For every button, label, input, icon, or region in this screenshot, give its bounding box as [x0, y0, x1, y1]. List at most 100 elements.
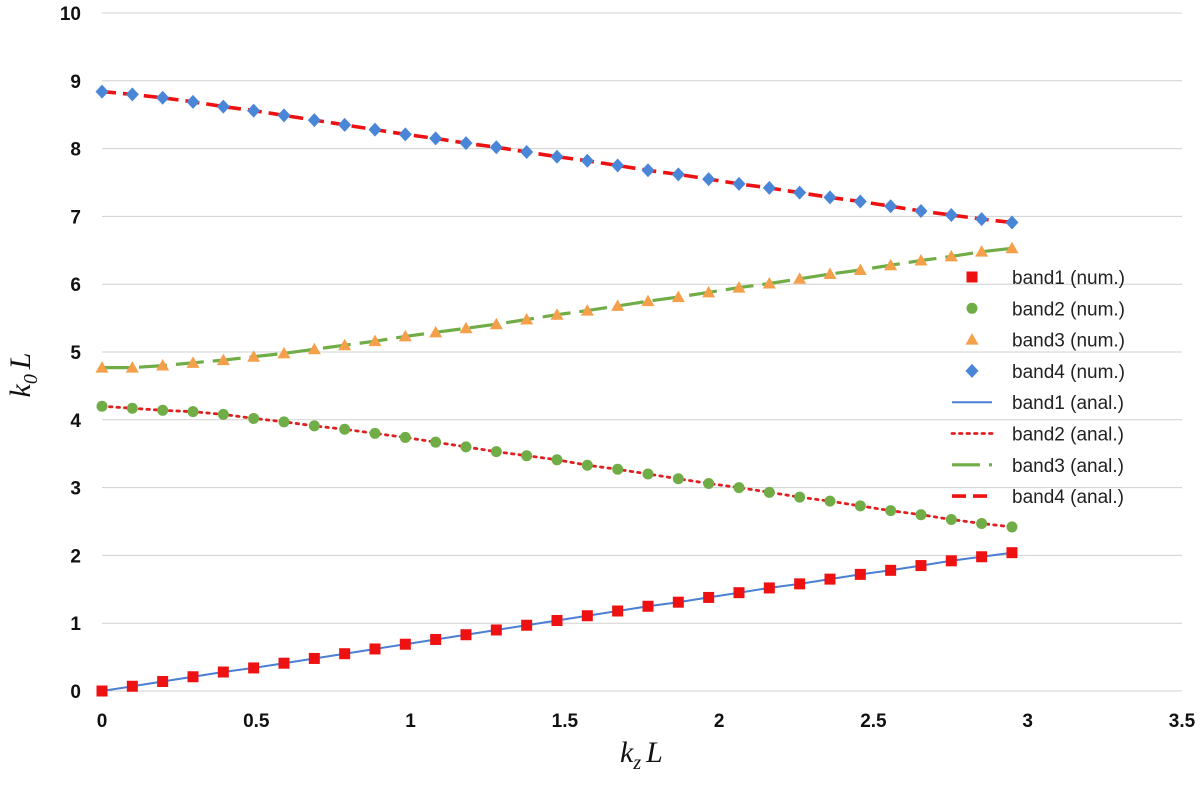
marker-band2-num	[945, 513, 957, 525]
marker-band4-num	[944, 208, 958, 223]
marker-band1-num	[824, 573, 836, 585]
legend-item: band2 (anal.)	[950, 425, 1124, 446]
marker-band4-num	[95, 84, 109, 99]
marker-band1-num	[96, 685, 108, 697]
marker-band4-num	[914, 203, 928, 218]
marker-band4-num	[489, 140, 503, 155]
y-tick-label: 2	[70, 546, 81, 567]
marker-band2-num	[794, 491, 806, 503]
marker-band3-num	[611, 299, 625, 311]
marker-band3-num	[338, 338, 352, 351]
marker-band1-num	[733, 587, 745, 599]
marker-band1-num	[551, 614, 563, 626]
legend-label: band2 (num.)	[1012, 299, 1125, 320]
marker-band4-num	[793, 185, 807, 200]
marker-band3-num	[853, 263, 867, 275]
legend-swatch-circle	[966, 302, 978, 314]
legend-item: band4 (num.)	[965, 362, 1125, 383]
marker-band1-num	[430, 633, 442, 645]
marker-band4-num	[550, 149, 564, 164]
legend-item: band3 (anal.)	[952, 456, 1124, 477]
y-tick-label: 3	[70, 479, 81, 500]
marker-band1-num	[187, 671, 199, 683]
marker-band3-num	[1005, 241, 1019, 254]
marker-band4-num	[338, 117, 352, 132]
marker-band4-num	[641, 163, 655, 178]
marker-band2-num	[96, 400, 108, 412]
marker-band1-num	[369, 643, 381, 655]
marker-band1-num	[703, 591, 715, 603]
marker-band1-num	[217, 666, 229, 678]
grid-lines	[102, 12, 1182, 692]
marker-band3-num	[732, 281, 746, 293]
marker-band2-num	[672, 473, 684, 485]
marker-band4-num	[307, 113, 321, 128]
marker-band3-num	[884, 258, 898, 271]
marker-band2-num	[157, 404, 169, 416]
legend: band1 (num.) band2 (num.) band3 (num.) band…	[950, 268, 1125, 508]
marker-band4-num	[520, 144, 534, 159]
marker-band4-num	[429, 131, 443, 146]
legend-label: band3 (anal.)	[1012, 456, 1124, 477]
marker-band3-num	[429, 325, 443, 338]
marker-band3-num	[580, 304, 594, 316]
marker-band3-num	[762, 277, 776, 289]
x-tick-label: 2.5	[860, 711, 887, 732]
marker-band1-num	[642, 600, 654, 612]
marker-band3-num	[550, 308, 564, 320]
marker-band4-num	[671, 167, 685, 182]
marker-band1-num	[460, 629, 472, 641]
y-tick-labels: 0 1 2 3 4 5 6 7 8 9 10	[60, 4, 82, 703]
analytic-curves	[100, 89, 1014, 692]
x-tick-label: 2	[714, 711, 725, 732]
marker-band1-num	[308, 652, 320, 664]
marker-band4-num	[216, 99, 230, 114]
marker-band1-num	[521, 619, 533, 631]
legend-label: band1 (anal.)	[1012, 393, 1124, 414]
y-tick-label: 4	[70, 411, 81, 432]
y-tick-label: 5	[70, 343, 81, 364]
marker-band1-num	[1006, 547, 1018, 559]
marker-band4-num	[853, 194, 867, 209]
marker-band2-num	[126, 402, 138, 414]
marker-band1-num	[339, 648, 351, 660]
marker-band3-num	[520, 312, 534, 325]
marker-band2-num	[490, 446, 502, 458]
marker-band3-num	[216, 353, 230, 366]
marker-band1-num	[248, 662, 260, 674]
x-tick-label: 0	[97, 711, 108, 732]
marker-band4-num	[398, 127, 412, 142]
legend-item: band3 (num.)	[965, 331, 1125, 352]
marker-band3-num	[944, 249, 958, 262]
y-tick-label: 9	[70, 72, 81, 93]
marker-band2-num	[612, 463, 624, 475]
marker-band2-num	[308, 420, 320, 432]
marker-band2-num	[824, 495, 836, 507]
marker-band2-num	[460, 441, 472, 453]
marker-band4-num	[156, 90, 170, 105]
marker-band3-num	[247, 350, 261, 362]
legend-item: band4 (anal.)	[952, 487, 1124, 508]
marker-band3-num	[671, 290, 685, 303]
marker-band4-num	[823, 190, 837, 205]
marker-band1-num	[672, 596, 684, 608]
marker-band2-num	[278, 416, 290, 428]
marker-band1-num	[945, 555, 957, 567]
marker-band4-num	[247, 103, 261, 118]
marker-band2-num	[399, 431, 411, 443]
legend-label: band4 (anal.)	[1012, 487, 1124, 508]
legend-swatch-triangle	[965, 333, 979, 345]
marker-band2-num	[1006, 521, 1018, 533]
marker-band2-num	[733, 482, 745, 494]
x-tick-label: 3.5	[1169, 711, 1196, 732]
marker-band3-num	[156, 359, 170, 371]
marker-band3-num	[641, 294, 655, 307]
marker-band3-num	[914, 253, 928, 266]
y-tick-label: 7	[70, 207, 81, 228]
marker-band2-num	[581, 459, 593, 471]
legend-item: band1 (num.)	[966, 268, 1125, 289]
marker-band2-num	[976, 518, 988, 530]
marker-band4-num	[762, 180, 776, 195]
marker-band1-num	[794, 578, 806, 590]
